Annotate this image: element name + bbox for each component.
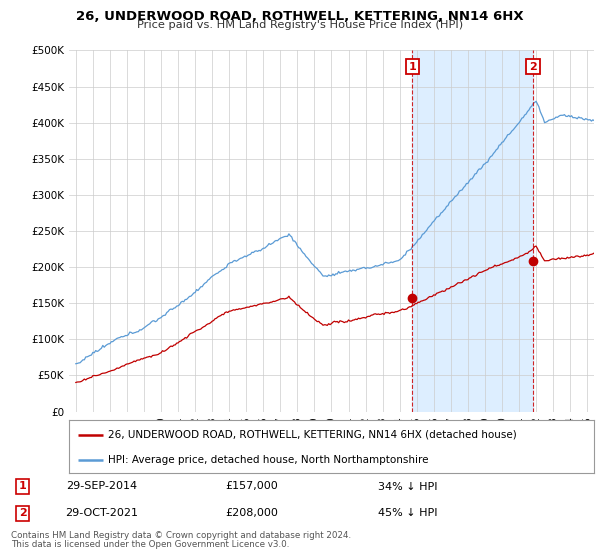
- Text: 26, UNDERWOOD ROAD, ROTHWELL, KETTERING, NN14 6HX: 26, UNDERWOOD ROAD, ROTHWELL, KETTERING,…: [76, 10, 524, 23]
- Text: 2: 2: [19, 508, 26, 518]
- Text: 1: 1: [19, 482, 26, 492]
- Text: 34% ↓ HPI: 34% ↓ HPI: [378, 482, 438, 492]
- Text: 29-SEP-2014: 29-SEP-2014: [67, 482, 137, 492]
- Text: This data is licensed under the Open Government Licence v3.0.: This data is licensed under the Open Gov…: [11, 540, 289, 549]
- Text: £208,000: £208,000: [226, 508, 278, 518]
- Text: Contains HM Land Registry data © Crown copyright and database right 2024.: Contains HM Land Registry data © Crown c…: [11, 531, 351, 540]
- Text: 45% ↓ HPI: 45% ↓ HPI: [378, 508, 438, 518]
- Text: 29-OCT-2021: 29-OCT-2021: [65, 508, 139, 518]
- Text: 1: 1: [409, 62, 416, 72]
- Text: Price paid vs. HM Land Registry's House Price Index (HPI): Price paid vs. HM Land Registry's House …: [137, 20, 463, 30]
- Bar: [412, 50, 533, 412]
- Text: £157,000: £157,000: [226, 482, 278, 492]
- Text: 26, UNDERWOOD ROAD, ROTHWELL, KETTERING, NN14 6HX (detached house): 26, UNDERWOOD ROAD, ROTHWELL, KETTERING,…: [109, 430, 517, 440]
- Text: 2: 2: [529, 62, 537, 72]
- Text: HPI: Average price, detached house, North Northamptonshire: HPI: Average price, detached house, Nort…: [109, 455, 429, 465]
